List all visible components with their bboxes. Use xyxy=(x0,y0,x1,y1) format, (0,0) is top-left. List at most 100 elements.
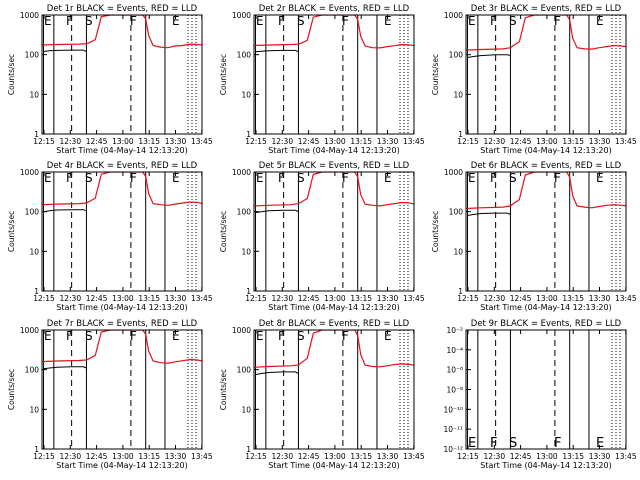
x-tick-label: 12:45 xyxy=(298,294,320,303)
lld-series-line xyxy=(466,172,626,210)
event-label: E xyxy=(256,14,264,28)
event-label: F xyxy=(490,14,497,28)
y-tick-label: 10 xyxy=(29,405,39,414)
x-tick-label: 13:15 xyxy=(350,452,372,461)
y-tick-label: 10 xyxy=(241,90,251,99)
event-label: S xyxy=(85,171,93,185)
x-tick-label: 12:30 xyxy=(59,452,81,461)
x-tick-label: 13:30 xyxy=(589,452,611,461)
y-tick-label: 1000 xyxy=(232,168,251,177)
y-tick-label: 10 xyxy=(241,247,251,256)
x-tick-label: 12:15 xyxy=(245,294,267,303)
chart-title: Det 4r BLACK = Events, RED = LLD xyxy=(47,161,198,171)
event-label: E xyxy=(596,436,604,451)
x-axis-label: Start Time (04-May-14 12:13:20) xyxy=(268,461,399,470)
y-tick-label: 1000 xyxy=(20,326,39,335)
y-tick-label: 100 xyxy=(449,51,464,60)
events-series-line xyxy=(43,49,87,52)
x-tick-label: 13:15 xyxy=(350,137,372,146)
event-label: F xyxy=(342,329,349,343)
event-label: F xyxy=(490,171,497,185)
plot-frame xyxy=(253,329,415,450)
x-tick-label: 12:45 xyxy=(510,452,532,461)
y-tick-label: 1 xyxy=(246,445,251,454)
x-axis-label: Start Time (04-May-14 12:13:20) xyxy=(480,146,611,155)
chart-title: Det 7r BLACK = Events, RED = LLD xyxy=(47,319,198,329)
events-series-line xyxy=(43,209,87,213)
event-label: S xyxy=(509,171,517,185)
x-tick-label: 13:00 xyxy=(324,452,346,461)
event-label: E xyxy=(256,329,264,343)
plot-area xyxy=(254,330,414,449)
x-tick-label: 13:15 xyxy=(562,137,584,146)
x-tick-label: 12:30 xyxy=(483,452,505,461)
x-tick-label: 12:45 xyxy=(510,294,532,303)
event-label: F xyxy=(130,14,137,28)
event-label: F xyxy=(66,14,73,28)
y-tick-label: 1 xyxy=(458,287,463,296)
event-label: E xyxy=(44,171,52,185)
y-axis-label: Counts/sec xyxy=(431,211,440,252)
chart-title: Det 5r BLACK = Events, RED = LLD xyxy=(259,161,410,171)
y-tick-label: 1 xyxy=(246,287,251,296)
event-label: F xyxy=(554,436,561,451)
x-tick-label: 12:30 xyxy=(59,294,81,303)
x-tick-label: 13:30 xyxy=(165,137,187,146)
y-tick-label: 10 xyxy=(453,247,463,256)
x-tick-label: 12:45 xyxy=(86,137,108,146)
y-tick-label: 1000 xyxy=(444,11,463,20)
plot-frame xyxy=(41,14,203,135)
x-tick-label: 13:00 xyxy=(112,294,134,303)
event-label: F xyxy=(554,171,561,185)
y-tick-label: 1000 xyxy=(232,326,251,335)
y-tick-label: 100 xyxy=(25,208,40,217)
plot-area xyxy=(466,172,626,291)
y-tick-label: 10 xyxy=(29,247,39,256)
y-tick-label: 100 xyxy=(237,208,252,217)
events-series-line xyxy=(255,209,299,214)
plot-frame xyxy=(41,329,203,450)
x-tick-label: 13:00 xyxy=(536,294,558,303)
lld-series-line xyxy=(254,172,414,207)
event-label: S xyxy=(297,171,305,185)
lld-series-line xyxy=(466,15,626,51)
x-tick-label: 12:30 xyxy=(59,137,81,146)
event-label: F xyxy=(130,171,137,185)
event-label: F xyxy=(342,14,349,28)
chart-title: Det 3r BLACK = Events, RED = LLD xyxy=(471,4,622,14)
plot-area xyxy=(42,172,202,291)
x-tick-label: 12:15 xyxy=(33,294,55,303)
x-tick-label: 13:45 xyxy=(403,294,425,303)
x-tick-label: 12:45 xyxy=(298,137,320,146)
y-tick-label: 100 xyxy=(237,51,252,60)
event-label: E xyxy=(468,14,476,28)
chart-title: Det 6r BLACK = Events, RED = LLD xyxy=(471,161,622,171)
event-label: E xyxy=(172,329,180,343)
x-tick-label: 12:15 xyxy=(33,452,55,461)
event-label: S xyxy=(297,14,305,28)
x-axis-label: Start Time (04-May-14 12:13:20) xyxy=(480,461,611,470)
event-label: S xyxy=(85,329,93,343)
event-label: E xyxy=(384,14,392,28)
y-tick-label: 10⁻¹² xyxy=(443,445,463,454)
x-tick-label: 12:30 xyxy=(483,137,505,146)
x-tick-label: 13:45 xyxy=(403,452,425,461)
plot-frame xyxy=(41,171,203,292)
events-series-line xyxy=(467,212,511,216)
x-tick-label: 13:45 xyxy=(191,137,213,146)
x-axis-label: Start Time (04-May-14 12:13:20) xyxy=(56,146,187,155)
chart-title: Det 8r BLACK = Events, RED = LLD xyxy=(259,319,410,329)
x-tick-label: 12:30 xyxy=(271,137,293,146)
y-tick-label: 100 xyxy=(25,366,40,375)
plot-area xyxy=(42,330,202,449)
x-tick-label: 12:15 xyxy=(33,137,55,146)
event-label: E xyxy=(256,171,264,185)
chart-title: Det 2r BLACK = Events, RED = LLD xyxy=(259,4,410,14)
x-tick-label: 13:00 xyxy=(112,452,134,461)
x-tick-label: 13:30 xyxy=(589,294,611,303)
events-series-line xyxy=(255,49,299,53)
